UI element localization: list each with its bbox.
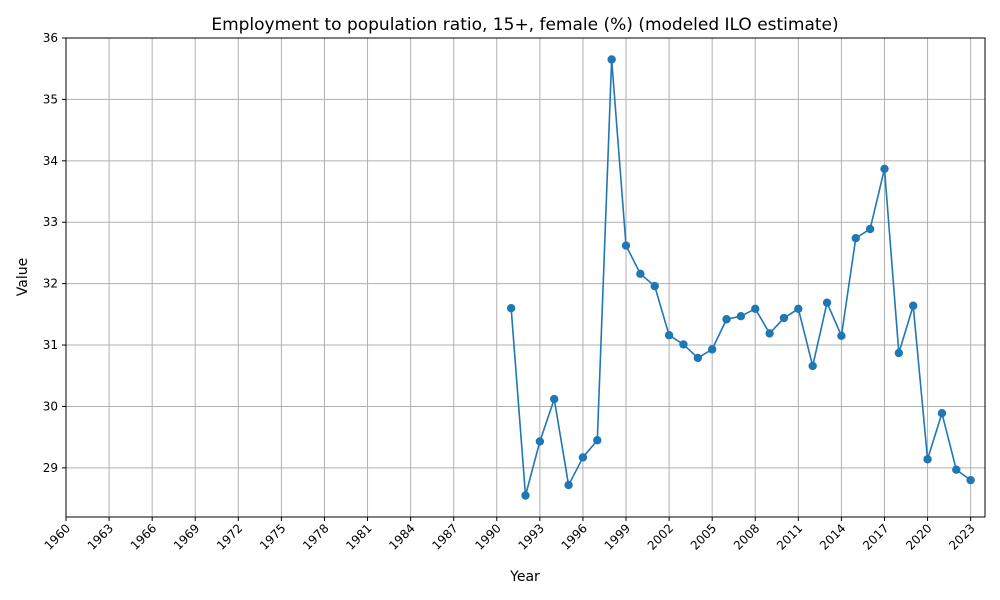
x-tick-label: 1969 [171, 521, 202, 552]
chart-title: Employment to population ratio, 15+, fem… [211, 15, 838, 35]
data-point-2022 [952, 465, 961, 474]
y-tick-label: 33 [43, 215, 58, 229]
data-point-2002 [664, 331, 674, 340]
data-point-2014 [837, 331, 846, 341]
x-tick-label: 2011 [774, 521, 805, 552]
data-point-2000 [636, 269, 645, 279]
y-tick-label: 29 [43, 461, 58, 475]
data-point-2010 [779, 313, 789, 323]
x-tick-label: 2017 [860, 521, 891, 552]
x-tick-label: 1999 [602, 521, 633, 552]
data-point-1996 [578, 453, 588, 462]
data-point-2006 [722, 315, 731, 324]
y-tick-label: 35 [43, 92, 58, 106]
data-point-2021 [937, 409, 947, 418]
x-tick-label: 1984 [386, 521, 417, 552]
x-axis: 1960 1963 1966 1969 1972 1975 1978 1981 1984 1987… [42, 517, 978, 553]
data-point-2005 [707, 345, 717, 354]
data-point-1998 [607, 55, 616, 64]
data-point-2001 [650, 281, 659, 291]
data-point-2017 [880, 164, 889, 174]
data-point-2016 [865, 224, 875, 234]
data-point-2020 [923, 455, 932, 464]
data-point-2011 [794, 304, 803, 314]
plot-frame [65, 37, 986, 518]
x-tick-label: 2014 [817, 521, 848, 552]
data-point-1997 [593, 436, 602, 445]
grid [65, 37, 985, 517]
data-point-1991 [506, 304, 516, 313]
data-point-1993 [535, 437, 545, 446]
x-axis-label: Year [509, 569, 540, 585]
x-tick-label: 1975 [257, 521, 288, 552]
data-point-2023 [966, 475, 975, 485]
x-tick-label: 1960 [42, 521, 73, 552]
y-tick-label: 32 [43, 277, 58, 291]
data-point-2003 [679, 340, 688, 349]
x-tick-label: 1990 [472, 521, 503, 552]
x-tick-label: 1981 [343, 521, 374, 552]
data-point-1994 [550, 394, 559, 404]
x-tick-label: 1966 [128, 521, 159, 552]
x-tick-label: 2002 [645, 521, 676, 552]
y-tick-label: 30 [43, 399, 58, 413]
data-point-2012 [808, 361, 817, 371]
data-point-2004 [693, 353, 703, 363]
y-tick-label: 36 [43, 31, 58, 45]
x-tick-label: 1972 [214, 521, 245, 552]
x-tick-label: 2005 [688, 521, 719, 552]
data-point-2019 [909, 301, 918, 310]
x-tick-label: 1963 [85, 521, 116, 552]
y-axis-label: Value [15, 258, 31, 296]
data-point-2007 [736, 311, 746, 321]
x-tick-label: 2020 [903, 521, 934, 552]
data-point-2013 [822, 298, 832, 307]
data-point-2008 [751, 304, 760, 314]
y-axis: 29 30 31 32 33 34 35 36 [43, 31, 66, 475]
data-point-1995 [564, 480, 573, 490]
y-tick-label: 31 [43, 338, 58, 352]
x-tick-label: 1978 [300, 521, 331, 552]
x-tick-label: 2008 [731, 521, 762, 552]
data-point-2009 [765, 329, 774, 338]
series-line [510, 58, 972, 497]
data-point-2015 [851, 233, 860, 243]
x-tick-label: 1996 [559, 521, 590, 552]
data-point-1999 [621, 241, 631, 250]
x-tick-label: 1993 [515, 521, 546, 552]
y-tick-label: 34 [43, 154, 58, 168]
x-tick-label: 2023 [946, 521, 977, 552]
data-point-2018 [894, 348, 904, 358]
x-tick-label: 1987 [429, 521, 460, 552]
data-point-1992 [521, 491, 530, 500]
series-line-layer [506, 55, 975, 500]
